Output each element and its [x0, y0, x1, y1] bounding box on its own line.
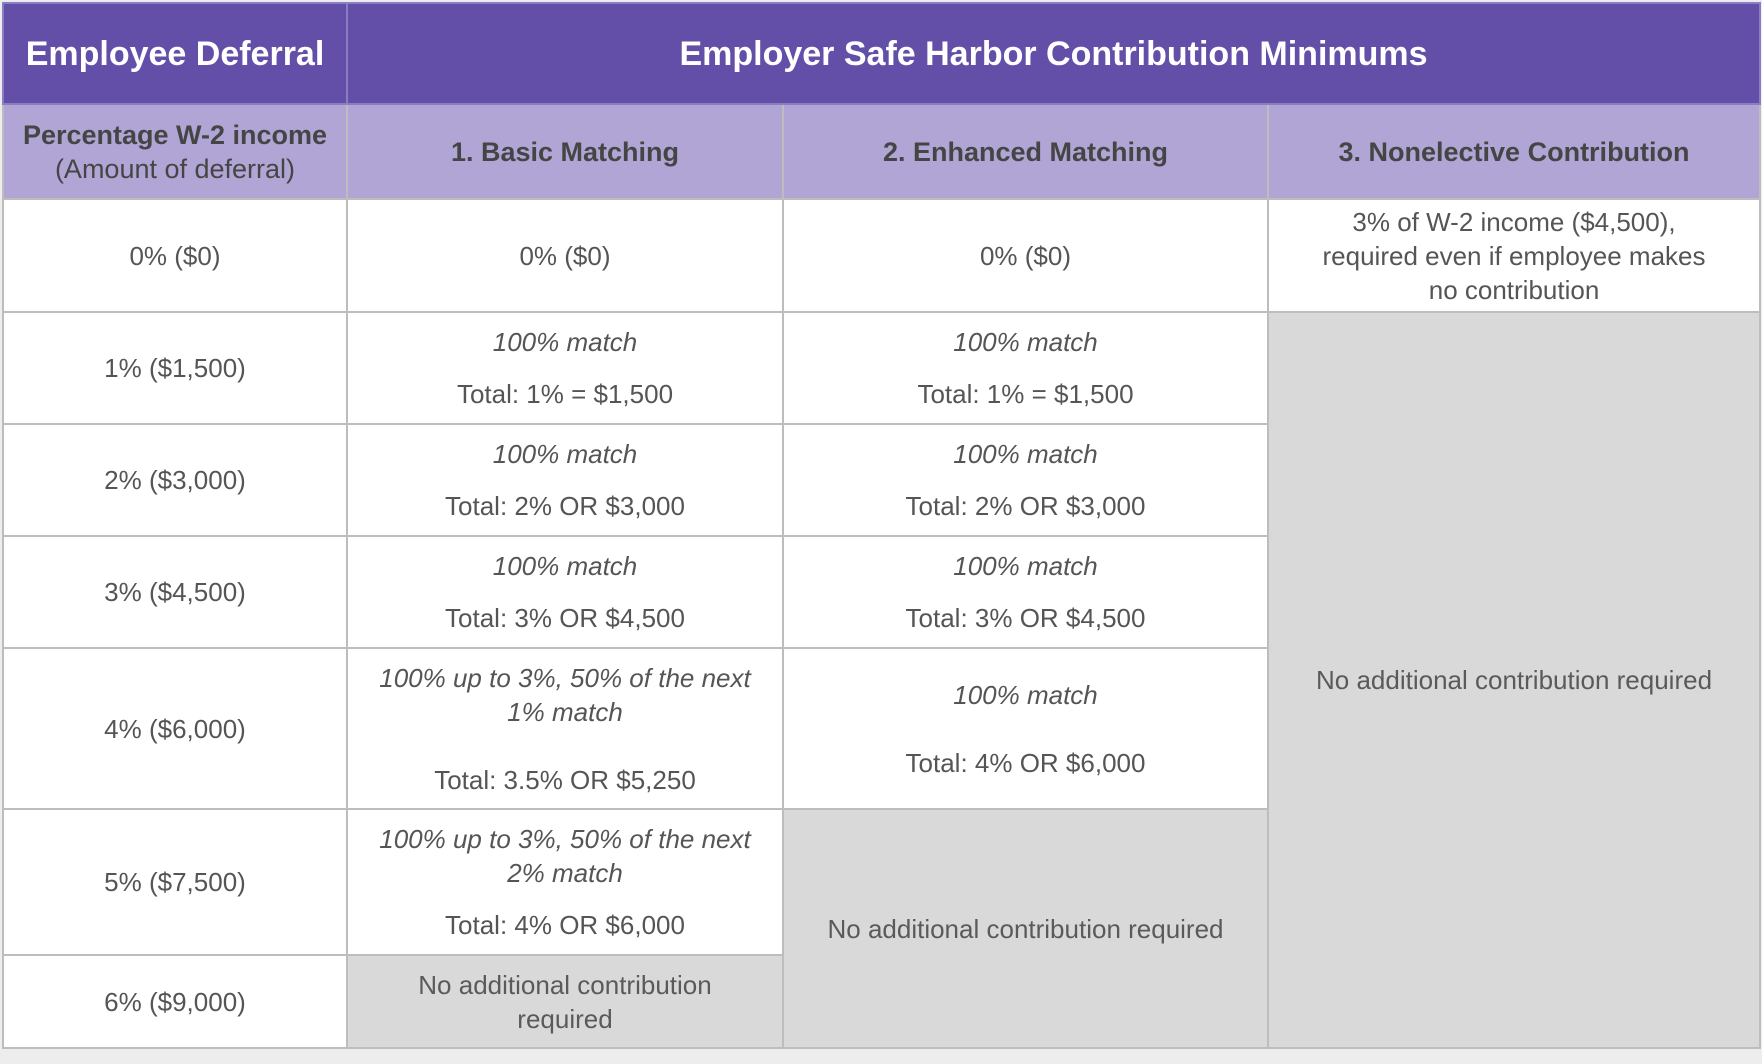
- basic-total-text: Total: 4% OR $6,000: [445, 910, 685, 940]
- enhanced-total-text: Total: 3% OR $4,500: [905, 603, 1146, 633]
- subheader-percentage-sub: (Amount of deferral): [54, 153, 296, 184]
- basic-match-text: 100% up to 3%, 50% of the next 1% match: [379, 662, 751, 727]
- enhanced-total-text: Total: 4% OR $6,000: [905, 747, 1146, 778]
- table-row: 6% ($9,000) No additional contribution r…: [2, 954, 1760, 1049]
- basic-cell: 100% up to 3%, 50% of the next 1% match …: [346, 647, 784, 810]
- enhanced-none-cell: No additional contribution required: [782, 808, 1269, 1049]
- header-employee-deferral: Employee Deferral: [2, 2, 348, 105]
- basic-match-text: 100% up to 3%, 50% of the next 2% match: [379, 824, 751, 888]
- deferral-cell: 6% ($9,000): [2, 954, 348, 1049]
- enhanced-cell: 100% match Total: 1% = $1,500: [782, 311, 1269, 425]
- table-row: 5% ($7,500) 100% up to 3%, 50% of the ne…: [2, 808, 1760, 1049]
- enhanced-cell: 100% match Total: 4% OR $6,000: [782, 647, 1269, 810]
- subheader-row: Percentage W-2 income (Amount of deferra…: [2, 103, 1762, 200]
- subheader-percentage-label: Percentage W-2 income: [22, 119, 328, 150]
- basic-none-cell: No additional contribution required: [346, 954, 784, 1049]
- table-row: 4% ($6,000) 100% up to 3%, 50% of the ne…: [2, 647, 1760, 810]
- basic-total-text: Total: 2% OR $3,000: [445, 491, 685, 521]
- basic-cell: 0% ($0): [346, 198, 784, 313]
- basic-cell: 100% match Total: 1% = $1,500: [346, 311, 784, 425]
- table-row: 2% ($3,000) 100% match Total: 2% OR $3,0…: [2, 423, 1760, 537]
- header-employer-minimums: Employer Safe Harbor Contribution Minimu…: [345, 2, 1762, 105]
- enhanced-match-text: 100% match: [953, 551, 1098, 581]
- basic-match-text: 100% match: [492, 439, 638, 469]
- enhanced-total-text: Total: 1% = $1,500: [917, 379, 1134, 409]
- table-row: 0% ($0) 0% ($0) 0% ($0) 3% of W-2 income…: [2, 198, 1762, 313]
- basic-match-text: 100% match: [492, 327, 638, 357]
- basic-cell: 100% match Total: 3% OR $4,500: [346, 535, 784, 649]
- deferral-cell: 2% ($3,000): [2, 423, 348, 537]
- enhanced-cell: 0% ($0): [782, 198, 1269, 313]
- subheader-nonelective: 3. Nonelective Contribution: [1266, 103, 1762, 200]
- deferral-cell: 3% ($4,500): [2, 535, 348, 649]
- subheader-percentage: Percentage W-2 income (Amount of deferra…: [2, 103, 348, 200]
- deferral-cell: 5% ($7,500): [2, 808, 348, 956]
- nonelective-none-cell: No additional contribution required: [1266, 311, 1762, 1049]
- deferral-cell: 0% ($0): [2, 198, 348, 313]
- enhanced-match-text: 100% match: [953, 327, 1098, 357]
- subheader-enhanced-matching: 2. Enhanced Matching: [782, 103, 1269, 200]
- nonelective-cell: 3% of W-2 income ($4,500), required even…: [1266, 198, 1762, 313]
- basic-total-text: Total: 3% OR $4,500: [445, 603, 685, 633]
- enhanced-cell: 100% match Total: 3% OR $4,500: [782, 535, 1269, 649]
- basic-total-text: Total: 3.5% OR $5,250: [434, 764, 696, 795]
- basic-match-text: 100% match: [492, 551, 638, 581]
- basic-cell: 100% up to 3%, 50% of the next 2% match …: [346, 808, 784, 956]
- enhanced-cell: 100% match Total: 2% OR $3,000: [782, 423, 1269, 537]
- enhanced-total-text: Total: 2% OR $3,000: [905, 491, 1146, 521]
- basic-total-text: Total: 1% = $1,500: [456, 379, 674, 409]
- basic-cell: 100% match Total: 2% OR $3,000: [346, 423, 784, 537]
- deferral-cell: 1% ($1,500): [2, 311, 348, 425]
- table-row: 1% ($1,500) 100% match Total: 1% = $1,50…: [2, 311, 1762, 1049]
- table-row: 3% ($4,500) 100% match Total: 3% OR $4,5…: [2, 535, 1760, 649]
- header-row: Employee Deferral Employer Safe Harbor C…: [2, 2, 1762, 105]
- enhanced-match-text: 100% match: [953, 439, 1098, 469]
- enhanced-match-text: 100% match: [953, 679, 1098, 710]
- deferral-cell: 4% ($6,000): [2, 647, 348, 810]
- subheader-basic-matching: 1. Basic Matching: [346, 103, 784, 200]
